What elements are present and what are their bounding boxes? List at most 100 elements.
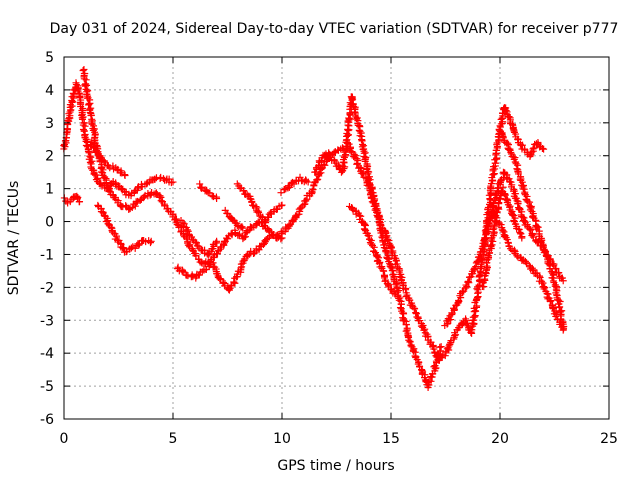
data-point [240,187,248,195]
data-point [490,222,498,230]
plot-frame [63,56,610,420]
data-point [156,192,164,200]
data-point [559,277,567,285]
data-point [146,239,154,247]
data-point [488,203,496,211]
data-point [400,317,408,325]
data-point [233,221,241,229]
data-point [107,223,115,231]
data-point [213,195,221,203]
data-point [510,128,518,136]
data-point [558,307,566,315]
data-point [81,122,89,130]
data-point [147,237,155,245]
data-point [477,248,485,256]
data-point [484,205,492,213]
data-point [491,159,499,167]
data-point [230,278,238,286]
data-points [60,65,568,392]
data-point [521,191,529,199]
data-point [341,163,349,171]
data-point [383,280,391,288]
data-point [463,283,471,291]
grid-lines [64,57,609,419]
data-point [356,163,364,171]
data-point [348,205,356,213]
data-point [78,115,86,123]
data-point [529,266,537,274]
data-point [526,206,534,214]
data-point [369,199,377,207]
data-point [526,225,534,233]
data-point [285,221,293,229]
data-point [277,189,285,197]
data-point [152,190,160,198]
data-point [237,260,245,268]
chart-title: Day 031 of 2024, Sidereal Day-to-day VTE… [50,21,619,37]
data-point [413,313,421,321]
data-point [468,326,476,334]
data-point [81,82,89,90]
data-point [539,242,547,250]
data-point [395,296,403,304]
y-tick-label: -1 [40,247,54,263]
data-point [273,231,281,239]
data-point [399,314,407,322]
data-point [486,195,494,203]
y-tick-label: 5 [45,50,54,66]
data-point [403,291,411,299]
data-point [128,204,136,212]
data-point [391,290,399,298]
data-point [81,134,89,142]
data-point [436,343,444,351]
data-point [79,66,87,74]
data-point [432,352,440,360]
x-tick-label: 10 [273,431,291,447]
data-point [375,212,383,220]
data-point [500,190,508,198]
data-point [510,216,518,224]
data-point [493,184,501,192]
data-point [380,267,388,275]
data-point [417,322,425,330]
y-tick-label: 3 [45,116,54,132]
data-point [131,244,139,252]
data-point [536,273,544,281]
data-point [278,234,286,242]
data-point [541,283,549,291]
x-tick-label: 15 [382,431,400,447]
data-point [86,99,94,107]
axis-ticks: 0 5 10 15 20 25 -6 -5 -4 -3 -2 -1 0 1 2 3 4 5 [40,50,618,447]
data-point [416,317,424,325]
data-point [115,236,123,244]
data-point [518,257,526,265]
data-point [356,132,364,140]
data-point [100,157,108,165]
data-point [499,227,507,235]
data-point [213,237,221,245]
data-point [540,145,548,153]
data-point [220,279,228,287]
data-point [402,320,410,328]
data-point [94,201,102,209]
data-point [383,232,391,240]
y-tick-label: -6 [40,412,54,428]
data-point [528,148,536,156]
data-point [357,212,365,220]
data-point [473,257,481,265]
data-point [527,226,535,234]
data-point [512,160,520,168]
data-point [502,107,510,115]
y-tick-label: 1 [45,182,54,198]
data-point [510,246,518,254]
data-point [189,273,197,281]
data-point [396,304,404,312]
data-point [90,144,98,152]
data-point [392,257,400,265]
data-point [518,178,526,186]
data-point [552,265,560,273]
x-axis-title: GPS time / hours [277,458,394,474]
data-point [402,286,410,294]
data-point [406,337,414,345]
data-point [345,140,353,148]
